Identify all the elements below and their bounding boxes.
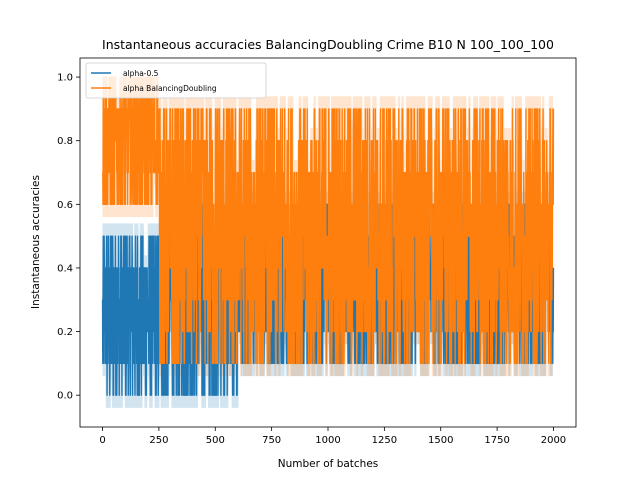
legend-label-alpha-0-5: alpha-0.5 — [123, 69, 159, 78]
legend-label-alpha-balancingdoubling: alpha BalancingDoubling — [123, 84, 217, 93]
x-tick-label: 1750 — [484, 435, 509, 446]
chart-title: Instantaneous accuracies BalancingDoubli… — [102, 37, 554, 52]
x-tick-label: 500 — [206, 435, 225, 446]
series-lines — [101, 76, 555, 396]
x-axis-label: Number of batches — [278, 458, 379, 470]
series-line-1 — [102, 76, 555, 365]
x-tick-label: 2000 — [541, 435, 566, 446]
x-tick-label: 1500 — [428, 435, 453, 446]
y-tick-label: 0.8 — [57, 136, 73, 147]
legend: alpha-0.5 alpha BalancingDoubling — [85, 62, 267, 99]
x-tick-label: 750 — [262, 435, 281, 446]
y-axis-ticks: 0.0 0.2 0.4 0.6 0.8 1.0 — [57, 73, 80, 402]
y-tick-label: 0.0 — [57, 391, 73, 402]
y-axis-label: Instantaneous accuracies — [30, 175, 42, 309]
plot-area — [101, 76, 555, 408]
x-axis-ticks: 0 250 500 750 1000 1250 1500 1750 2000 — [99, 427, 566, 446]
y-tick-label: 1.0 — [57, 73, 73, 84]
x-tick-label: 0 — [99, 435, 105, 446]
x-tick-label: 250 — [149, 435, 168, 446]
legend-box — [85, 62, 267, 99]
y-tick-label: 0.2 — [57, 327, 73, 338]
y-tick-label: 0.6 — [57, 200, 73, 211]
y-tick-label: 0.4 — [57, 263, 73, 274]
x-tick-label: 1250 — [372, 435, 397, 446]
x-tick-label: 1000 — [315, 435, 340, 446]
